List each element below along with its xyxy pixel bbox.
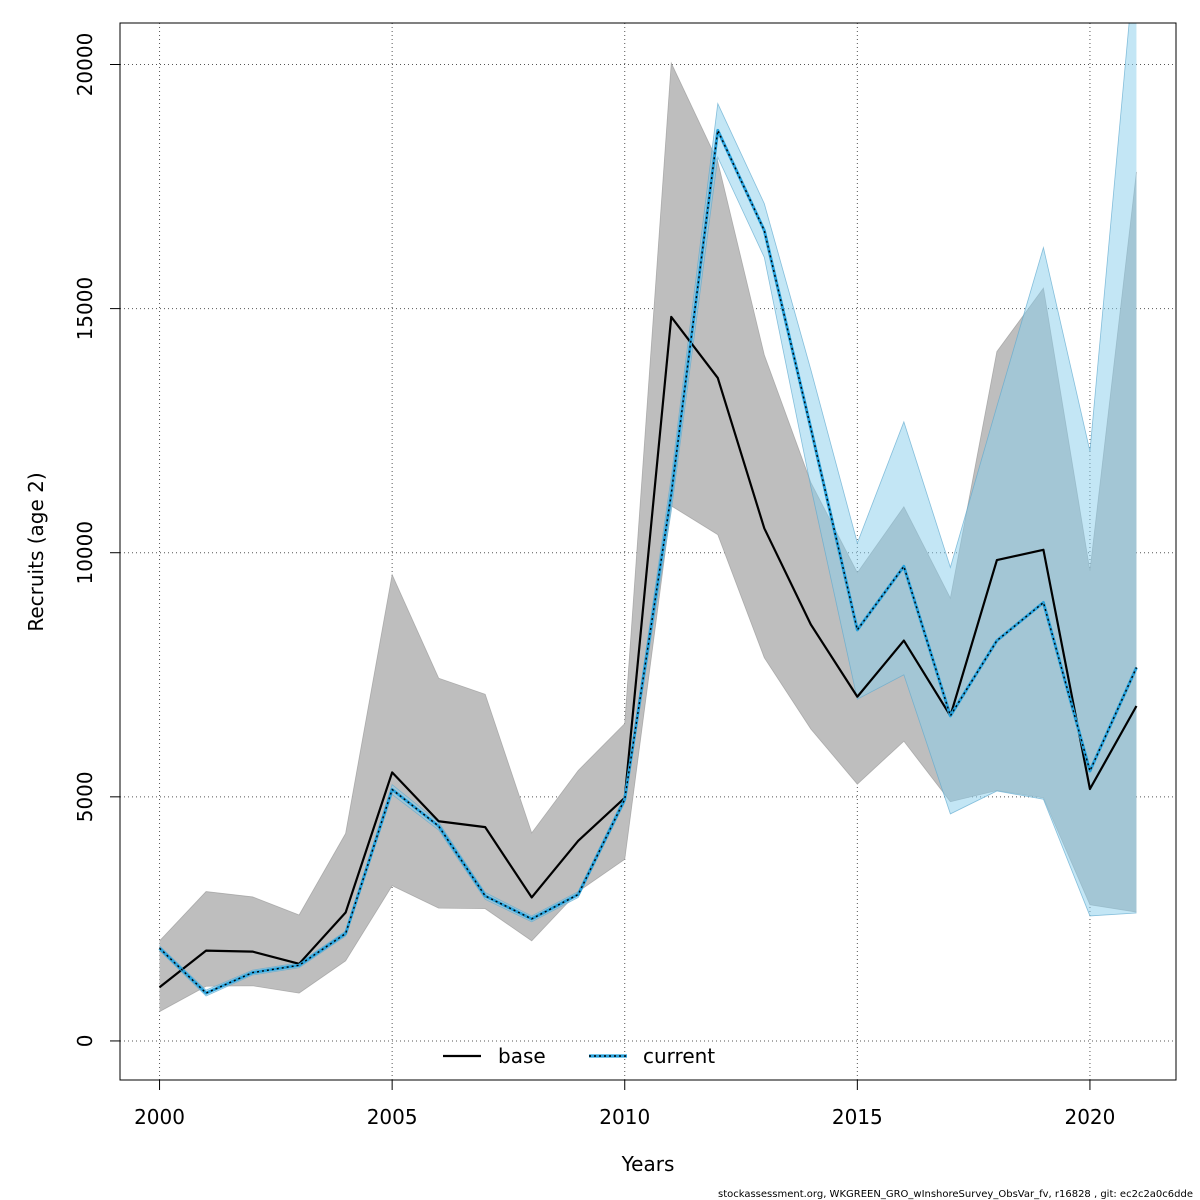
x-tick-label-2020: 2020 [1064,1105,1115,1129]
legend: base current [443,1044,715,1068]
y-tick-label-15000: 15000 [73,277,97,341]
series-line-base [158,315,1138,989]
x-tick-label-2000: 2000 [134,1105,185,1129]
legend-label-current: current [643,1044,715,1068]
legend-label-base: base [498,1044,546,1068]
y-tick-label-10000: 10000 [73,521,97,585]
band-base [159,63,1137,1012]
band-upper-edge-base [159,61,1137,942]
y-tick-label-0: 0 [73,1035,97,1048]
y-axis-title: Recruits (age 2) [24,472,48,631]
x-tick-label-2015: 2015 [832,1105,883,1129]
x-axis-title: Years [621,1152,675,1176]
y-axis: 0 5000 10000 15000 20000 [73,33,120,1048]
series-line-current [159,129,1138,994]
footer-note: stockassessment.org, WKGREEN_GRO_wInshor… [718,1189,1193,1200]
x-axis: 2000 2005 2010 2015 2020 [134,1080,1115,1129]
band-upper-edge-current [159,23,1130,991]
band-lower-edge-current [159,155,1137,997]
x-tick-label-2005: 2005 [367,1105,418,1129]
confidence-bands [159,23,1137,1013]
plot-frame [119,22,1177,1081]
y-tick-label-5000: 5000 [73,771,97,822]
y-tick-label-20000: 20000 [73,33,97,97]
x-tick-label-2010: 2010 [599,1105,650,1129]
series-lines [158,128,1138,995]
